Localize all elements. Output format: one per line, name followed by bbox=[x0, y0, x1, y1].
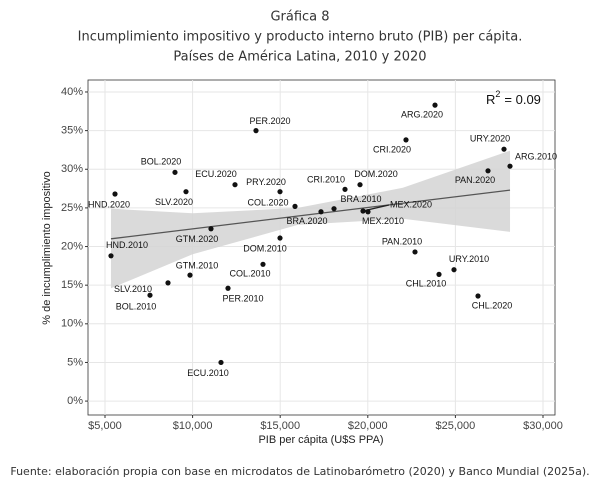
point-label: BOL.2010 bbox=[116, 302, 157, 312]
point bbox=[112, 191, 118, 197]
point-label: CRI.2010 bbox=[307, 175, 345, 185]
point bbox=[485, 168, 491, 174]
point-label: BOL.2020 bbox=[141, 157, 182, 167]
point bbox=[365, 209, 371, 215]
point bbox=[208, 226, 214, 232]
point bbox=[403, 137, 409, 143]
point bbox=[292, 203, 298, 209]
point-label: CHL.2010 bbox=[406, 279, 447, 289]
x-tick-label: $10,000 bbox=[173, 420, 213, 432]
regression-line bbox=[110, 189, 511, 240]
y-tick-label: 5% bbox=[67, 356, 83, 368]
point bbox=[172, 169, 178, 175]
chart-subtitle: Países de América Latina, 2010 y 2020 bbox=[173, 50, 426, 65]
y-tick-label: 0% bbox=[67, 395, 83, 407]
y-tick-label: 10% bbox=[61, 318, 83, 330]
point bbox=[183, 189, 189, 195]
point bbox=[501, 146, 507, 152]
point bbox=[253, 128, 259, 134]
point bbox=[108, 253, 114, 259]
point bbox=[342, 186, 348, 192]
point-label: MEX.2020 bbox=[390, 199, 432, 209]
point-label: PAN.2020 bbox=[455, 175, 495, 185]
point-label: COL.2020 bbox=[247, 198, 288, 208]
point-label: DOM.2020 bbox=[354, 169, 398, 179]
point bbox=[277, 235, 283, 241]
point bbox=[360, 208, 366, 214]
y-tick-label: 30% bbox=[61, 163, 83, 175]
point-label: PER.2020 bbox=[249, 116, 290, 126]
point-label: ARG.2020 bbox=[401, 109, 443, 119]
point-label: GTM.2020 bbox=[176, 234, 219, 244]
point-label: URY.2010 bbox=[449, 254, 489, 264]
confidence-band bbox=[110, 150, 511, 289]
point-label: ECU.2020 bbox=[195, 169, 237, 179]
y-tick-label: 20% bbox=[61, 240, 83, 252]
point bbox=[436, 271, 442, 277]
point bbox=[475, 293, 481, 299]
point-label: BRA.2020 bbox=[286, 216, 327, 226]
point bbox=[507, 163, 513, 169]
point bbox=[218, 359, 224, 366]
point bbox=[165, 280, 171, 286]
point-label: PER.2010 bbox=[222, 294, 263, 304]
r2-base: R bbox=[486, 92, 495, 107]
x-tick-label: $20,000 bbox=[348, 420, 388, 432]
point bbox=[357, 182, 363, 188]
point bbox=[412, 249, 418, 255]
point-label: PAN.2010 bbox=[382, 236, 422, 246]
point-label: HND.2020 bbox=[88, 199, 130, 209]
point bbox=[331, 206, 337, 212]
point bbox=[451, 267, 457, 273]
point bbox=[277, 189, 283, 195]
y-axis-label: % de incumplimiento impositivo bbox=[41, 171, 53, 324]
r2-value: = 0.09 bbox=[504, 92, 541, 107]
r2-annotation: R2 = 0.09 bbox=[486, 89, 541, 107]
x-tick-label: $30,000 bbox=[523, 420, 563, 432]
point bbox=[260, 261, 266, 267]
x-tick-label: $5,000 bbox=[88, 420, 122, 432]
point-label: CRI.2020 bbox=[373, 144, 411, 154]
source-note: Fuente: elaboración propia con base en m… bbox=[10, 465, 589, 478]
y-tick-label: 40% bbox=[61, 86, 83, 98]
point-label: COL.2010 bbox=[229, 269, 270, 279]
y-tick-label: 35% bbox=[61, 125, 83, 137]
figure-label: Gráfica 8 bbox=[270, 10, 329, 25]
point bbox=[432, 102, 438, 108]
point-label: MEX.2010 bbox=[362, 216, 404, 226]
x-tick-label: $25,000 bbox=[436, 420, 476, 432]
point bbox=[187, 272, 193, 278]
point-label: DOM.2010 bbox=[243, 243, 287, 253]
point-label: HND.2010 bbox=[106, 240, 148, 250]
point-label: URY.2020 bbox=[470, 134, 510, 144]
x-axis-label: PIB per cápita (U$S PPA) bbox=[258, 434, 383, 446]
y-tick-label: 15% bbox=[61, 279, 83, 291]
point-label: SLV.2020 bbox=[155, 197, 193, 207]
point-label: ARG.2010 bbox=[515, 152, 557, 162]
x-tick-label: $15,000 bbox=[260, 420, 300, 432]
r2-exponent: 2 bbox=[495, 89, 500, 99]
point bbox=[318, 209, 324, 215]
point-label: PRY.2020 bbox=[246, 177, 286, 187]
point bbox=[147, 292, 153, 298]
point bbox=[225, 285, 231, 291]
point-label: ECU.2010 bbox=[187, 368, 229, 378]
point-label: CHL.2020 bbox=[472, 300, 513, 310]
chart-title: Incumplimiento impositivo y producto int… bbox=[78, 30, 523, 45]
y-tick-label: 25% bbox=[61, 202, 83, 214]
point-label: BRA.2010 bbox=[340, 194, 381, 204]
point-label: GTM.2010 bbox=[176, 261, 219, 271]
point-label: SLV.2010 bbox=[114, 284, 152, 294]
point bbox=[232, 182, 238, 188]
